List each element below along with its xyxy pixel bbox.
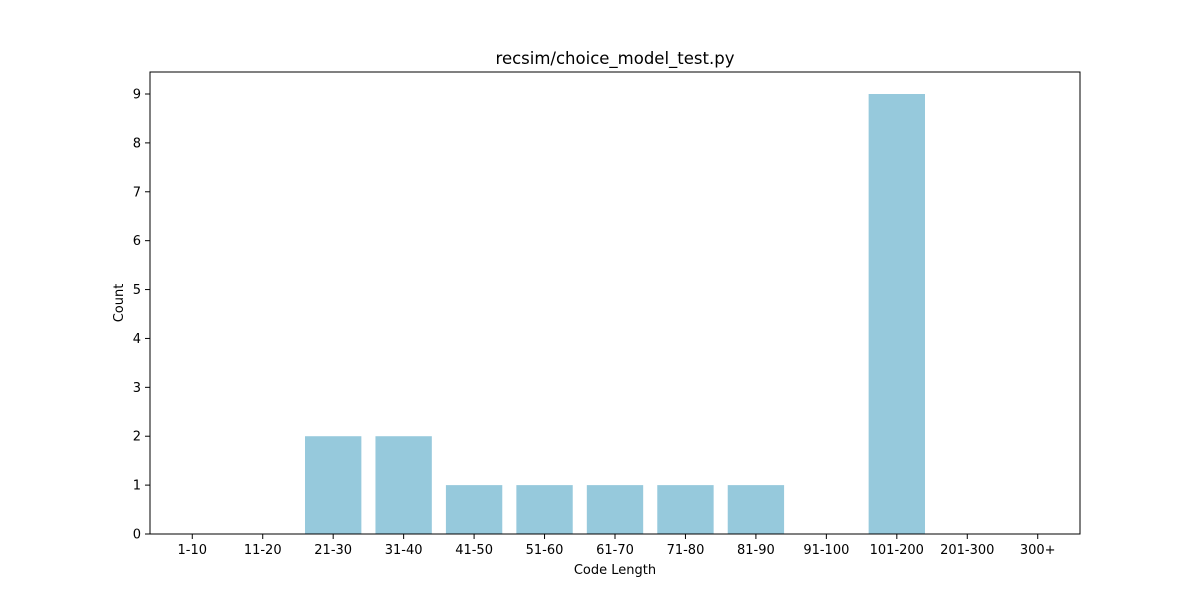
x-tick-label: 300+ bbox=[1020, 543, 1056, 558]
x-axis: 1-10 11-20 21-30 31-40 41-50 51-60 61-70 71-80 8… bbox=[178, 534, 1056, 558]
x-tick-label: 41-50 bbox=[455, 543, 493, 558]
y-tick-label: 3 bbox=[133, 381, 141, 396]
x-tick-label: 51-60 bbox=[526, 543, 564, 558]
y-tick-label: 1 bbox=[133, 479, 141, 494]
bar-61-70 bbox=[586, 485, 644, 534]
plot-frame bbox=[149, 71, 1081, 535]
y-tick-label: 8 bbox=[133, 136, 141, 151]
bar-31-40 bbox=[375, 436, 432, 534]
bar-group bbox=[305, 94, 925, 534]
y-axis-label: Count bbox=[112, 284, 127, 323]
x-tick-label: 1-10 bbox=[178, 543, 208, 558]
y-tick-label: 2 bbox=[133, 430, 141, 445]
x-axis-label: Code Length bbox=[574, 563, 656, 578]
x-tick-label: 101-200 bbox=[870, 543, 924, 558]
x-tick-label: 11-20 bbox=[244, 543, 282, 558]
y-axis: 0 1 2 3 4 5 6 7 8 9 bbox=[133, 88, 150, 543]
x-tick-label: 201-300 bbox=[940, 543, 994, 558]
y-tick-label: 0 bbox=[133, 528, 141, 543]
bar-51-60 bbox=[516, 485, 573, 534]
x-tick-label: 31-40 bbox=[385, 543, 423, 558]
bar-71-80 bbox=[657, 485, 714, 534]
x-tick-label: 61-70 bbox=[596, 543, 634, 558]
bar-81-90 bbox=[727, 485, 785, 534]
bar-21-30 bbox=[305, 436, 362, 534]
y-tick-label: 9 bbox=[133, 88, 141, 103]
bar-41-50 bbox=[445, 485, 503, 534]
x-tick-label: 81-90 bbox=[737, 543, 775, 558]
y-tick-label: 4 bbox=[133, 332, 141, 347]
x-tick-label: 91-100 bbox=[803, 543, 849, 558]
x-tick-label: 21-30 bbox=[314, 543, 352, 558]
bar-101-200 bbox=[868, 94, 925, 534]
y-tick-label: 7 bbox=[133, 185, 141, 200]
x-tick-label: 71-80 bbox=[667, 543, 705, 558]
chart-title: recsim/choice_model_test.py bbox=[496, 49, 735, 69]
y-tick-label: 5 bbox=[133, 283, 141, 298]
y-tick-label: 6 bbox=[133, 234, 141, 249]
